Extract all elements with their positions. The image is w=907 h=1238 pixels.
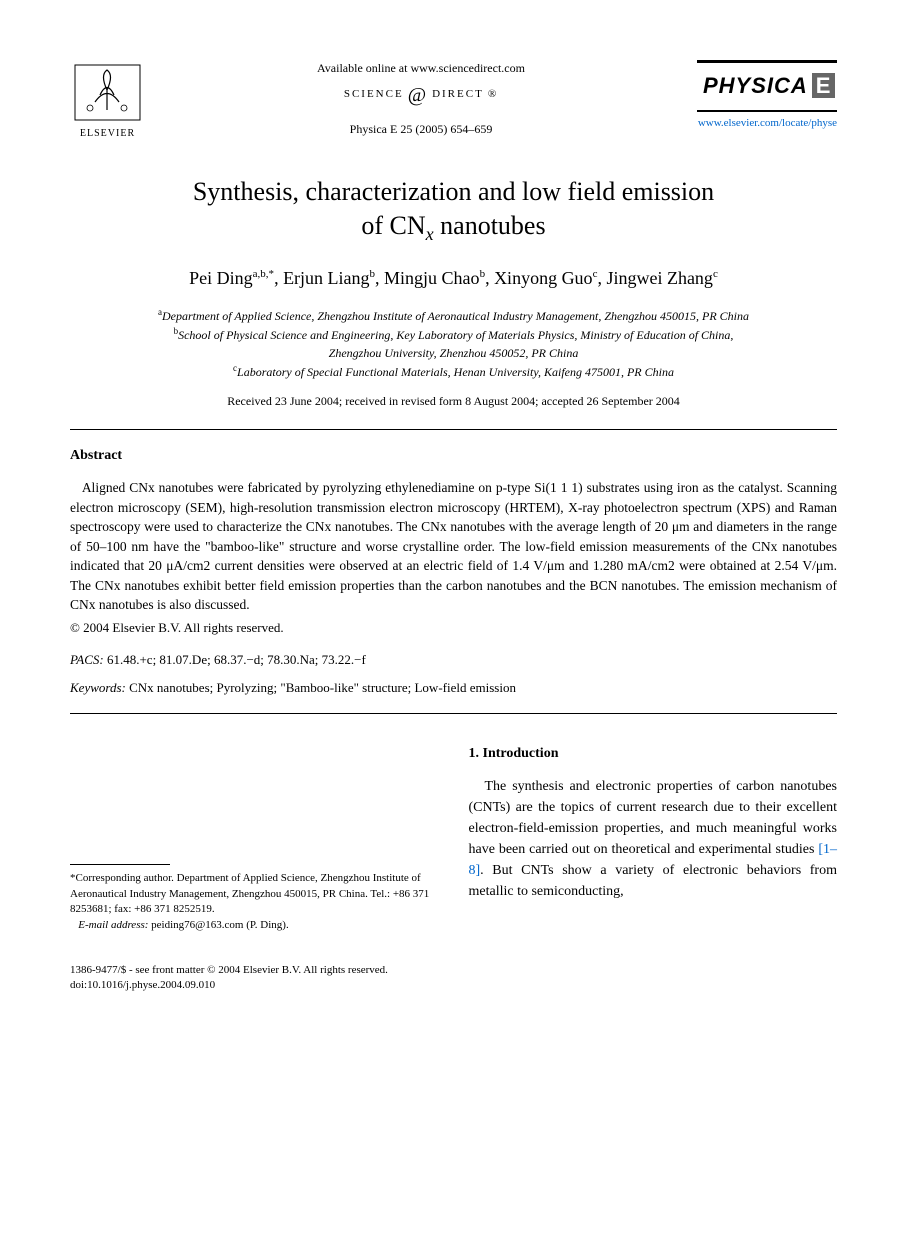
available-online-text: Available online at www.sciencedirect.co… [165, 60, 677, 77]
intro-paragraph: The synthesis and electronic properties … [469, 776, 838, 902]
divider-top [70, 429, 837, 430]
physica-block: PHYSICAE www.elsevier.com/locate/physe [697, 60, 837, 131]
doi-text: doi:10.1016/j.physe.2004.09.010 [70, 978, 837, 993]
registered-icon: ® [488, 87, 498, 102]
direct-text: DIRECT [432, 87, 484, 102]
pacs-label: PACS: [70, 652, 104, 667]
at-symbol-icon: @ [408, 81, 428, 109]
journal-reference: Physica E 25 (2005) 654–659 [165, 121, 677, 138]
science-direct-label: SCIENCE @ DIRECT ® [165, 81, 677, 109]
keywords-label: Keywords: [70, 680, 126, 695]
header-row: ELSEVIER Available online at www.science… [70, 60, 837, 145]
keywords-block: Keywords: CNx nanotubes; Pyrolyzing; "Ba… [70, 679, 837, 697]
email-address: peiding76@163.com (P. Ding). [151, 919, 289, 931]
affiliations-block: aDepartment of Applied Science, Zhengzho… [70, 306, 837, 381]
aff-b: School of Physical Science and Engineeri… [178, 328, 733, 342]
author-3: Mingju Chao [384, 268, 480, 288]
intro-text-1: The synthesis and electronic properties … [469, 779, 838, 857]
intro-heading: 1. Introduction [469, 744, 838, 764]
pacs-codes: 61.48.+c; 81.07.De; 68.37.−d; 78.30.Na; … [107, 652, 366, 667]
issn-text: 1386-9477/$ - see front matter © 2004 El… [70, 963, 837, 978]
footnote-divider [70, 864, 170, 865]
author-5: Jingwei Zhang [606, 268, 712, 288]
title-line2-suffix: nanotubes [434, 211, 546, 240]
aff-b2: Zhengzhou University, Zhenzhou 450052, P… [329, 346, 579, 360]
author-4-sup: c [593, 268, 598, 280]
article-title: Synthesis, characterization and low fiel… [70, 175, 837, 246]
elsevier-logo: ELSEVIER [70, 60, 145, 145]
copyright-text: © 2004 Elsevier B.V. All rights reserved… [70, 619, 837, 637]
two-column-content: *Corresponding author. Department of App… [70, 744, 837, 933]
author-4: Xinyong Guo [494, 268, 593, 288]
author-2: Erjun Liang [283, 268, 369, 288]
publisher-name: ELSEVIER [80, 127, 135, 141]
physica-label: PHYSICA [703, 73, 808, 98]
corresponding-footnote: *Corresponding author. Department of App… [70, 871, 439, 917]
abstract-body: Aligned CNx nanotubes were fabricated by… [70, 480, 837, 612]
author-1: Pei Ding [189, 268, 253, 288]
divider-bottom [70, 713, 837, 714]
intro-text-2: . But CNTs show a variety of electronic … [469, 863, 838, 899]
email-footnote: E-mail address: peiding76@163.com (P. Di… [70, 918, 439, 933]
right-column: 1. Introduction The synthesis and electr… [469, 744, 838, 933]
publication-dates: Received 23 June 2004; received in revis… [70, 393, 837, 410]
author-2-sup: b [370, 268, 376, 280]
journal-url-link[interactable]: www.elsevier.com/locate/physe [697, 116, 837, 131]
author-3-sup: b [480, 268, 486, 280]
aff-c: Laboratory of Special Functional Materia… [237, 365, 674, 379]
title-subscript: x [426, 224, 434, 244]
left-column: *Corresponding author. Department of App… [70, 744, 439, 933]
aff-a: Department of Applied Science, Zhengzhou… [162, 309, 749, 323]
elsevier-tree-icon [70, 60, 145, 125]
abstract-heading: Abstract [70, 446, 837, 466]
pacs-block: PACS: 61.48.+c; 81.07.De; 68.37.−d; 78.3… [70, 651, 837, 669]
title-line2-prefix: of CN [361, 211, 425, 240]
science-text: SCIENCE [344, 87, 404, 102]
page-footer: 1386-9477/$ - see front matter © 2004 El… [70, 963, 837, 994]
author-5-sup: c [713, 268, 718, 280]
title-line1: Synthesis, characterization and low fiel… [193, 177, 714, 206]
center-header: Available online at www.sciencedirect.co… [145, 60, 697, 138]
authors-list: Pei Dinga,b,*, Erjun Liangb, Mingju Chao… [70, 266, 837, 291]
keywords-text: CNx nanotubes; Pyrolyzing; "Bamboo-like"… [129, 680, 516, 695]
email-label: E-mail address: [78, 919, 148, 931]
author-1-sup: a,b,* [253, 268, 274, 280]
abstract-text: Aligned CNx nanotubes were fabricated by… [70, 478, 837, 615]
physica-logo-box: PHYSICAE [697, 60, 837, 112]
physica-suffix: E [812, 73, 836, 98]
